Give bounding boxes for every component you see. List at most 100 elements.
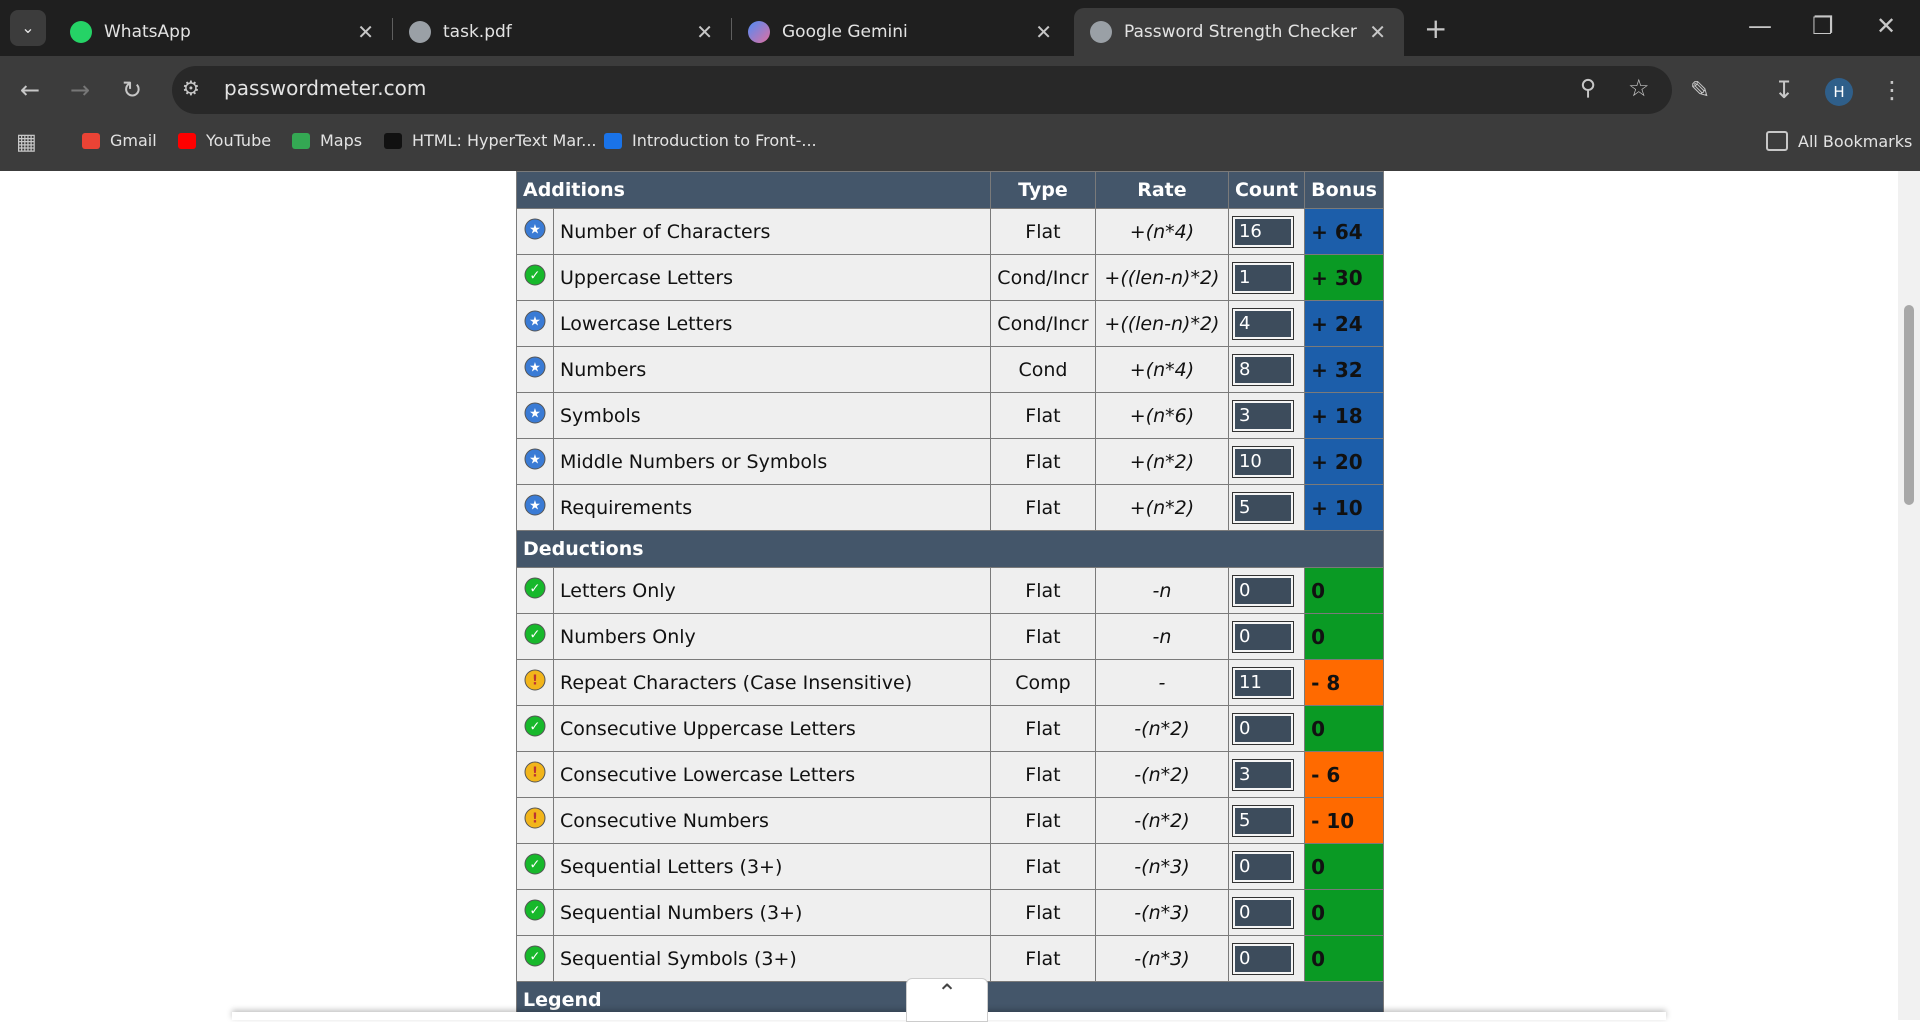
tab-search-button[interactable]: ⌄: [10, 10, 46, 46]
tab[interactable]: task.pdf ✕: [393, 8, 731, 56]
score-row: ✓ Sequential Numbers (3+) Flat -(n*3) 0 0: [516, 889, 1384, 936]
scrollbar-thumb[interactable]: [1904, 305, 1914, 505]
rule-name: Symbols: [553, 392, 991, 439]
site-info-icon[interactable]: ⚙: [182, 76, 200, 100]
status-glyph: ✓: [530, 858, 541, 873]
tab[interactable]: Password Strength Checker ✕: [1074, 8, 1404, 56]
bookmark[interactable]: YouTube: [178, 131, 271, 150]
scroll-up-button[interactable]: ⌃: [906, 978, 988, 1022]
status-icon: ✓: [524, 945, 546, 967]
bonus-cell: + 10: [1304, 484, 1384, 531]
count-box: 10: [1231, 445, 1294, 478]
bookmark-icon: [178, 132, 196, 149]
status-icon: ★: [524, 402, 546, 424]
status-cell: ✓: [516, 889, 554, 936]
tab-close[interactable]: ✕: [1369, 20, 1386, 44]
bonus-cell: 0: [1304, 613, 1384, 660]
tab-icon: [748, 21, 770, 43]
rule-type: Flat: [989, 567, 1096, 614]
tab-separator: [731, 18, 732, 40]
extensions-button[interactable]: ✎: [1690, 76, 1711, 104]
status-glyph: ✓: [530, 628, 541, 643]
new-tab-button[interactable]: +: [1424, 12, 1448, 45]
bonus-cell: + 18: [1304, 392, 1384, 439]
bookmark-label: HTML: HyperText Mar...: [412, 131, 597, 150]
profile-avatar[interactable]: H: [1825, 78, 1853, 106]
count-cell: 8: [1227, 346, 1306, 393]
count-box: 0: [1231, 620, 1294, 653]
count-cell: 3: [1227, 392, 1306, 439]
score-row: ! Consecutive Lowercase Letters Flat -(n*2)…: [516, 751, 1384, 798]
rule-type: Cond: [989, 346, 1096, 393]
bonus-cell: - 8: [1304, 659, 1384, 706]
bookmark[interactable]: Introduction to Front-...: [604, 131, 817, 150]
rule-type: Flat: [989, 889, 1096, 936]
reload-button[interactable]: ↻: [122, 76, 143, 104]
section-title: Deductions: [516, 530, 1384, 568]
password-key-icon[interactable]: ⚲: [1580, 76, 1597, 101]
bonus-cell: + 24: [1304, 300, 1384, 347]
rule-type: Flat: [989, 705, 1096, 752]
tab-separator: [392, 18, 393, 40]
status-glyph: !: [532, 812, 538, 827]
rule-rate: +(n*2): [1094, 438, 1229, 485]
tab[interactable]: Google Gemini ✕: [732, 8, 1070, 56]
back-button[interactable]: ←: [20, 76, 41, 104]
status-icon: ✓: [524, 623, 546, 645]
tab-close[interactable]: ✕: [1035, 20, 1052, 44]
minimize-button[interactable]: —: [1748, 12, 1772, 40]
restore-button[interactable]: ❐: [1812, 12, 1834, 40]
count-cell: 11: [1227, 659, 1306, 706]
forward-button[interactable]: →: [70, 76, 91, 104]
close-window-button[interactable]: ✕: [1876, 12, 1897, 40]
status-glyph: ✓: [530, 720, 541, 735]
count-cell: 0: [1227, 889, 1306, 936]
score-row: ✓ Numbers Only Flat -n 0 0: [516, 613, 1384, 660]
bookmark[interactable]: Maps: [292, 131, 362, 150]
status-icon: !: [524, 807, 546, 829]
status-circle: [524, 218, 546, 240]
rule-name: Consecutive Lowercase Letters: [553, 751, 991, 798]
all-bookmarks[interactable]: All Bookmarks: [1766, 131, 1912, 151]
status-glyph: ★: [529, 223, 541, 238]
rule-type: Flat: [989, 484, 1096, 531]
status-cell: ★: [516, 300, 554, 347]
menu-button[interactable]: ⋮: [1880, 76, 1904, 104]
tab-title: WhatsApp: [104, 22, 191, 42]
tab-close[interactable]: ✕: [696, 20, 713, 44]
bookmark[interactable]: HTML: HyperText Mar...: [384, 131, 597, 150]
header-cell: Rate: [1094, 171, 1229, 209]
count-cell: 3: [1227, 751, 1306, 798]
bookmark-label: YouTube: [206, 131, 272, 150]
status-cell: !: [516, 797, 554, 844]
address-bar[interactable]: ⚙ ⚲ ☆: [172, 66, 1672, 114]
count-box: 5: [1231, 491, 1294, 524]
apps-button[interactable]: ▦: [16, 130, 37, 155]
bookmark-star[interactable]: ☆: [1628, 74, 1650, 102]
status-glyph: ✓: [530, 904, 541, 919]
tab[interactable]: WhatsApp ✕: [54, 8, 392, 56]
bookmark[interactable]: Gmail: [82, 131, 157, 150]
downloads-button[interactable]: ↧: [1774, 76, 1795, 104]
count-cell: 0: [1227, 613, 1306, 660]
bonus-cell: + 30: [1304, 254, 1384, 301]
bookmark-icon: [82, 132, 100, 149]
count-box: 3: [1231, 758, 1294, 791]
score-row: ✓ Uppercase Letters Cond/Incr +((len-n)*2) 1…: [516, 254, 1384, 301]
address-text[interactable]: passwordmeter.com: [224, 76, 427, 100]
status-circle: [524, 853, 546, 875]
bonus-cell: + 64: [1304, 208, 1384, 255]
rule-type: Flat: [989, 751, 1096, 798]
tab-close[interactable]: ✕: [357, 20, 374, 44]
count-cell: 4: [1227, 300, 1306, 347]
rule-name: Sequential Symbols (3+): [553, 935, 991, 982]
rule-type: Flat: [989, 797, 1096, 844]
rule-rate: -(n*2): [1094, 797, 1229, 844]
header-cell: Additions: [516, 171, 991, 209]
status-circle: [524, 669, 546, 691]
status-icon: ★: [524, 356, 546, 378]
tab-bar: ⌄ WhatsApp ✕ task.pdf ✕ Google Gemini ✕ Pas…: [0, 0, 1920, 56]
status-icon: ★: [524, 218, 546, 240]
score-row: ✓ Sequential Letters (3+) Flat -(n*3) 0 0: [516, 843, 1384, 890]
rule-rate: +((len-n)*2): [1094, 254, 1229, 301]
